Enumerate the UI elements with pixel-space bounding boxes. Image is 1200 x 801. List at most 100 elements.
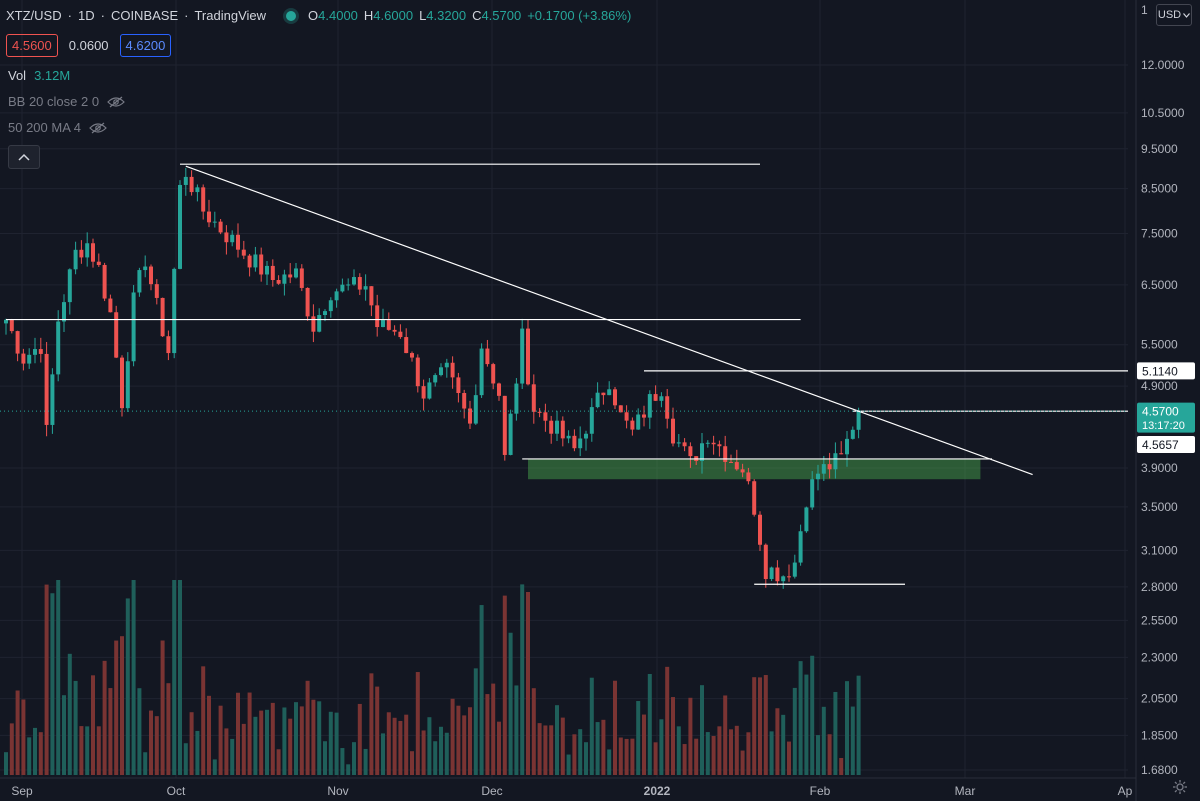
indicator-volume[interactable]: Vol 3.12M <box>8 68 70 83</box>
candle <box>833 453 838 470</box>
volume-bar <box>456 705 461 775</box>
gear-icon[interactable] <box>1172 779 1188 795</box>
volume-bar <box>746 732 751 775</box>
volume-bar <box>647 673 652 775</box>
candle <box>131 292 136 362</box>
volume-bar <box>102 660 107 775</box>
price-tick-label: 4.9000 <box>1141 379 1178 393</box>
sell-button[interactable]: 4.5600 <box>6 34 58 57</box>
candle <box>479 348 484 396</box>
volume-bar <box>212 759 217 775</box>
indicator-name: 50 200 MA 4 <box>8 120 81 135</box>
symbol-header[interactable]: XTZ/USD · 1D · COINBASE · TradingView O4… <box>6 8 632 23</box>
volume-bar <box>787 741 791 775</box>
candle <box>218 221 223 233</box>
volume-bar <box>375 686 380 775</box>
volume-bar <box>218 705 223 775</box>
candle <box>392 329 397 332</box>
candle <box>642 414 646 418</box>
price-label-box <box>1137 402 1195 433</box>
price-tick-label: 2.8000 <box>1141 580 1178 594</box>
volume-bar <box>195 730 200 775</box>
candle <box>578 438 583 449</box>
candle <box>154 284 159 298</box>
indicator-bb[interactable]: BB 20 close 2 0 <box>8 94 125 109</box>
volume-bar <box>398 720 403 775</box>
volume-bar <box>62 695 66 775</box>
candle <box>444 362 449 368</box>
volume-bar <box>549 725 554 775</box>
volume-bar <box>73 680 78 775</box>
candle <box>294 268 298 278</box>
price-axis[interactable]: 12.0000 10.5000 9.5000 8.5000 7.5000 6.5000 5.… <box>1135 0 1185 801</box>
volume-bar <box>694 738 699 775</box>
volume-bar <box>845 681 849 775</box>
indicator-value: 3.12M <box>34 68 71 83</box>
candle <box>398 331 403 338</box>
collapse-legend-button[interactable] <box>8 145 40 169</box>
volume-bar <box>462 715 467 775</box>
candle <box>653 394 658 401</box>
candle <box>624 412 629 421</box>
volume-bar <box>334 712 339 775</box>
interval[interactable]: 1D <box>77 8 95 23</box>
candle <box>497 383 501 396</box>
price-tick-label: 12.0000 <box>1141 58 1185 72</box>
candle <box>323 311 327 316</box>
volume-bar <box>688 697 693 775</box>
time-tick-label: Dec <box>481 784 502 798</box>
candle <box>665 396 670 419</box>
candle <box>236 234 240 250</box>
volume-bar <box>850 706 855 775</box>
volume-bar <box>758 677 762 775</box>
candle <box>856 411 861 430</box>
time-tick-label: Nov <box>327 784 348 798</box>
volume-bar <box>4 752 8 775</box>
candle <box>688 446 693 457</box>
volume-bar <box>537 723 542 775</box>
candle <box>758 514 762 545</box>
volume-bar <box>659 719 664 775</box>
volume-bar <box>381 733 385 775</box>
volume-bar <box>294 702 298 775</box>
time-axis[interactable]: Sep Oct Nov Dec 2022 Feb Mar Ap <box>0 777 1136 798</box>
symbol-name[interactable]: XTZ/USD <box>6 8 62 23</box>
volume-bar <box>479 605 484 775</box>
time-tick-label: 2022 <box>644 784 671 798</box>
candle <box>386 320 391 330</box>
candle <box>340 284 345 292</box>
volume-bar <box>485 694 490 775</box>
indicator-ma[interactable]: 50 200 MA 4 <box>8 120 107 135</box>
eye-off-icon[interactable] <box>89 122 107 134</box>
volume-bar <box>450 698 455 775</box>
volume-bar <box>798 661 803 775</box>
candle <box>740 469 745 473</box>
price-tick-label: 3.5000 <box>1141 500 1178 514</box>
candle <box>270 265 275 281</box>
candle <box>189 176 194 193</box>
volume-bar <box>410 751 414 775</box>
time-tick-label: Feb <box>810 784 831 798</box>
drawn-lines[interactable] <box>0 163 1128 585</box>
volume-bar <box>288 718 293 775</box>
volume-bar <box>160 640 165 775</box>
volume-bar <box>526 591 530 775</box>
volume-bar <box>27 737 32 775</box>
candle <box>816 473 820 480</box>
candle <box>102 264 107 299</box>
eye-off-icon[interactable] <box>107 96 125 108</box>
candle <box>508 413 513 455</box>
candle <box>178 184 182 269</box>
buy-button[interactable]: 4.6200 <box>119 34 172 57</box>
candle <box>160 297 165 337</box>
volume-bar <box>189 712 194 775</box>
volume-bar <box>613 680 617 775</box>
candle <box>357 277 362 290</box>
candle <box>821 464 826 474</box>
volume-bar <box>491 683 496 775</box>
currency-selector[interactable]: USD <box>1156 4 1192 26</box>
close-value: 4.5700 <box>481 8 522 23</box>
volume-bar <box>520 584 525 775</box>
volume-bar <box>653 742 658 775</box>
